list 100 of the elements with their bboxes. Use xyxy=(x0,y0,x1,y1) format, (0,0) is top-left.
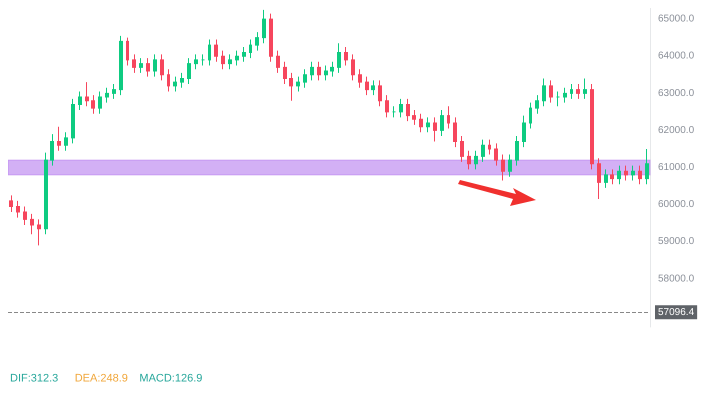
candlestick xyxy=(132,54,136,74)
candlestick xyxy=(624,165,628,181)
candlestick xyxy=(570,84,573,100)
candlestick xyxy=(481,139,485,162)
candlestick xyxy=(228,54,232,70)
candlestick xyxy=(126,37,129,66)
candlestick xyxy=(631,165,635,181)
candlestick xyxy=(317,61,321,81)
candlestick xyxy=(16,200,20,218)
candlestick xyxy=(160,54,164,81)
y-tick-label: 59000.0 xyxy=(658,236,695,248)
candlestick xyxy=(214,39,218,62)
candlestick xyxy=(508,154,512,178)
y-tick-label: 65000.0 xyxy=(658,14,695,25)
candlestick xyxy=(98,90,102,114)
candlestick xyxy=(296,76,300,92)
candlestick xyxy=(392,106,396,118)
candlestick xyxy=(522,115,526,148)
candlestick xyxy=(344,46,348,66)
candlestick xyxy=(30,213,34,235)
candlestick xyxy=(426,116,430,133)
candlestick xyxy=(64,132,68,152)
candlestick xyxy=(515,135,519,166)
candlestick xyxy=(50,134,54,166)
candlestick xyxy=(358,68,362,88)
candlestick xyxy=(563,87,567,104)
candlestick xyxy=(180,72,184,88)
candlestick xyxy=(576,84,580,100)
candlestick xyxy=(85,82,89,107)
candlestick xyxy=(262,9,266,44)
candlestick xyxy=(365,76,369,96)
candlestick xyxy=(494,142,498,166)
candlestick xyxy=(440,110,444,136)
candlestick xyxy=(351,54,355,81)
candlestick xyxy=(371,80,375,96)
candlestick xyxy=(235,50,239,66)
candlestick xyxy=(23,206,27,226)
candlestick xyxy=(105,87,109,104)
candlestick xyxy=(597,158,601,200)
candlestick xyxy=(221,50,225,70)
candlestick xyxy=(583,78,587,100)
y-tick-label: 58000.0 xyxy=(658,273,695,284)
candlestick xyxy=(283,61,287,85)
candlestick xyxy=(78,90,82,111)
y-tick-label: 63000.0 xyxy=(658,88,695,99)
text: DEA:248.9 xyxy=(74,372,128,384)
candlestick xyxy=(638,165,642,185)
candlestick xyxy=(208,39,211,66)
candlestick xyxy=(91,94,95,114)
ref-line-label: 57096.4 xyxy=(658,306,695,318)
candlestick xyxy=(242,46,246,62)
candlestick xyxy=(378,80,382,107)
y-tick-label: 62000.0 xyxy=(658,124,695,136)
y-tick-label: 60000.0 xyxy=(658,199,695,210)
candlestick xyxy=(71,98,75,144)
candlestick xyxy=(201,54,205,66)
candlestick xyxy=(501,154,505,181)
candlestick xyxy=(590,84,594,170)
candlestick xyxy=(604,168,608,188)
candlestick xyxy=(529,102,532,130)
candlestick xyxy=(194,54,198,70)
candlestick xyxy=(412,110,416,126)
candlestick xyxy=(187,58,191,85)
candlestick xyxy=(645,148,649,185)
candlestick xyxy=(37,218,41,246)
candlestick xyxy=(385,94,389,118)
candlestick xyxy=(139,58,143,74)
candlestick xyxy=(460,135,464,162)
candlestick xyxy=(119,35,123,96)
candlestick xyxy=(310,61,314,81)
candlestick xyxy=(488,139,491,156)
candlestick xyxy=(542,78,546,107)
candlestick xyxy=(44,152,48,235)
candlestick xyxy=(453,116,457,148)
candlestick xyxy=(146,58,150,78)
candlestick xyxy=(549,80,553,104)
candlestick xyxy=(269,13,273,62)
candlestick xyxy=(255,32,259,52)
candlestick xyxy=(419,113,423,133)
candlestick xyxy=(57,126,61,152)
candlestick xyxy=(447,106,450,130)
candlestick xyxy=(467,150,471,170)
text: DIF:312.3 xyxy=(10,372,58,384)
candlestick xyxy=(289,72,293,102)
y-tick-label: 64000.0 xyxy=(658,50,695,62)
candlestick xyxy=(249,39,252,59)
candlestick xyxy=(406,98,410,122)
candlestick xyxy=(330,61,334,78)
candlestick xyxy=(112,84,116,100)
candlestick xyxy=(617,165,621,185)
candlestick xyxy=(9,194,13,213)
candlestick xyxy=(337,42,341,74)
candlestick xyxy=(474,150,478,170)
candlestick xyxy=(535,94,539,114)
candlestick xyxy=(610,168,614,185)
candlestick xyxy=(303,68,307,88)
candlestick xyxy=(276,50,280,74)
candlestick xyxy=(324,64,328,81)
candlestick xyxy=(433,116,437,142)
candlestick xyxy=(153,54,157,78)
